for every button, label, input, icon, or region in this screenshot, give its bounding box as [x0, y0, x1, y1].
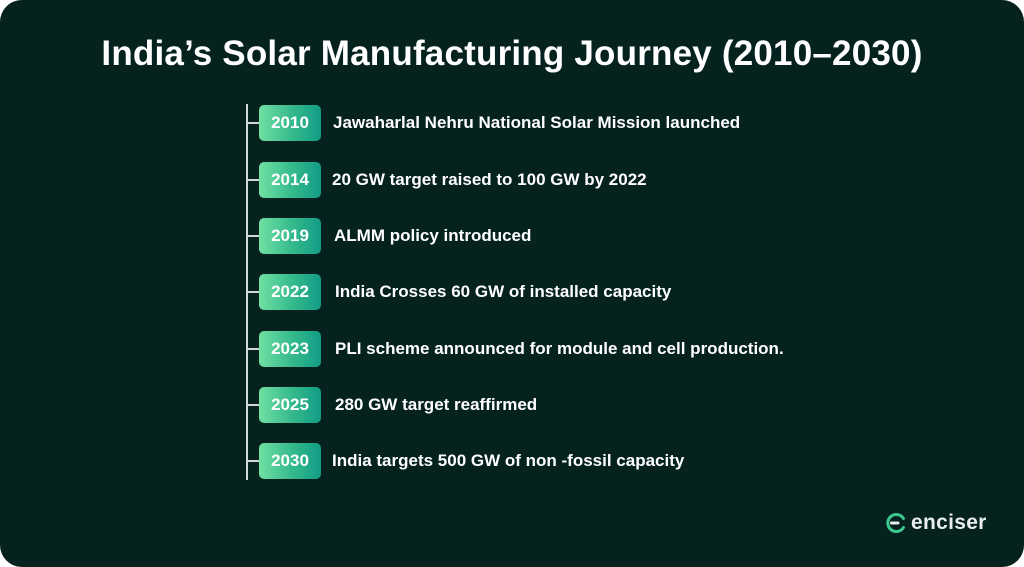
enciser-logo-icon — [886, 513, 905, 533]
timeline-event-2010: 2010 Jawaharlal Nehru National Solar Mis… — [246, 105, 946, 141]
event-description: 280 GW target reaffirmed — [335, 395, 538, 414]
year-badge: 2023 — [259, 331, 321, 367]
timeline-event-2019: 2019 ALMM policy introduced — [246, 218, 946, 254]
timeline-event-2014: 2014 20 GW target raised to 100 GW by 20… — [246, 162, 946, 198]
timeline-tick — [246, 348, 260, 350]
event-description: India Crosses 60 GW of installed capacit… — [335, 282, 672, 301]
brand-name: enciser — [911, 511, 987, 534]
timeline-event-2030: 2030 India targets 500 GW of non -fossil… — [246, 443, 946, 479]
year-badge: 2025 — [259, 387, 321, 423]
timeline-event-2025: 2025 280 GW target reaffirmed — [246, 387, 946, 423]
timeline-tick — [246, 235, 260, 237]
timeline-event-2022: 2022 India Crosses 60 GW of installed ca… — [246, 274, 946, 310]
timeline-tick — [246, 122, 260, 124]
timeline-tick — [246, 460, 260, 462]
year-badge: 2030 — [259, 443, 321, 479]
year-badge: 2014 — [259, 162, 321, 198]
year-badge: 2022 — [259, 274, 321, 310]
event-description: PLI scheme announced for module and cell… — [335, 339, 784, 358]
page-title: India’s Solar Manufacturing Journey (201… — [101, 34, 923, 73]
timeline-event-2023: 2023 PLI scheme announced for module and… — [246, 331, 946, 367]
timeline-tick — [246, 179, 260, 181]
timeline-tick — [246, 404, 260, 406]
event-description: ALMM policy introduced — [334, 226, 532, 245]
event-description: Jawaharlal Nehru National Solar Mission … — [333, 113, 741, 132]
timeline-tick — [246, 291, 260, 293]
event-description: 20 GW target raised to 100 GW by 2022 — [332, 170, 647, 189]
event-description: India targets 500 GW of non -fossil capa… — [332, 451, 685, 470]
year-badge: 2010 — [259, 105, 321, 141]
year-badge: 2019 — [259, 218, 321, 254]
brand-logo: enciser — [885, 510, 987, 536]
